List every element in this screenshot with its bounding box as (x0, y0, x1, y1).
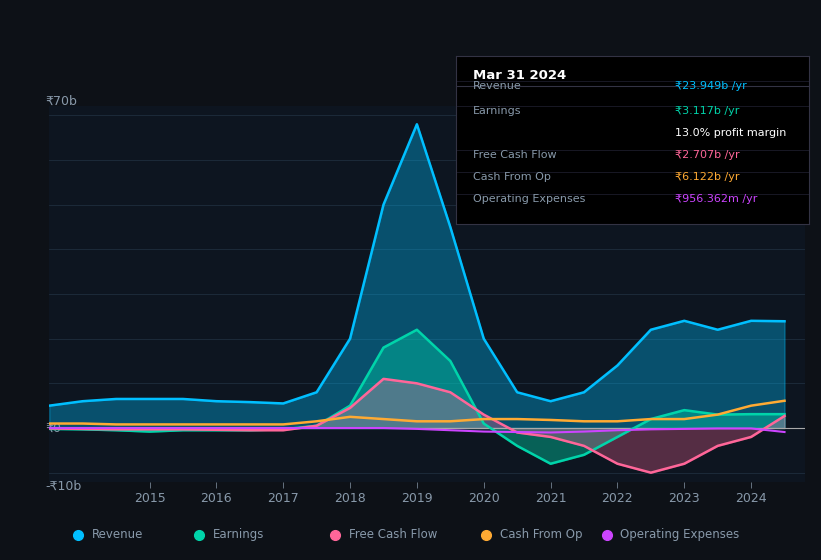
Text: Revenue: Revenue (92, 528, 143, 542)
Text: Earnings: Earnings (474, 106, 522, 116)
Text: Free Cash Flow: Free Cash Flow (474, 150, 557, 160)
Text: ₹2.707b /yr: ₹2.707b /yr (675, 150, 739, 160)
Text: ₹0: ₹0 (45, 422, 62, 435)
Text: Cash From Op: Cash From Op (500, 528, 582, 542)
Text: Free Cash Flow: Free Cash Flow (349, 528, 437, 542)
Text: 13.0% profit margin: 13.0% profit margin (675, 128, 786, 138)
Text: ₹23.949b /yr: ₹23.949b /yr (675, 81, 746, 91)
Text: Revenue: Revenue (474, 81, 522, 91)
Text: Cash From Op: Cash From Op (474, 172, 551, 182)
Text: ₹6.122b /yr: ₹6.122b /yr (675, 172, 739, 182)
Text: Operating Expenses: Operating Expenses (621, 528, 740, 542)
Text: Earnings: Earnings (213, 528, 264, 542)
Text: Mar 31 2024: Mar 31 2024 (474, 69, 566, 82)
Text: ₹70b: ₹70b (45, 95, 77, 108)
Text: -₹10b: -₹10b (45, 480, 82, 493)
Text: Operating Expenses: Operating Expenses (474, 194, 585, 204)
Text: ₹3.117b /yr: ₹3.117b /yr (675, 106, 739, 116)
Text: ₹956.362m /yr: ₹956.362m /yr (675, 194, 757, 204)
